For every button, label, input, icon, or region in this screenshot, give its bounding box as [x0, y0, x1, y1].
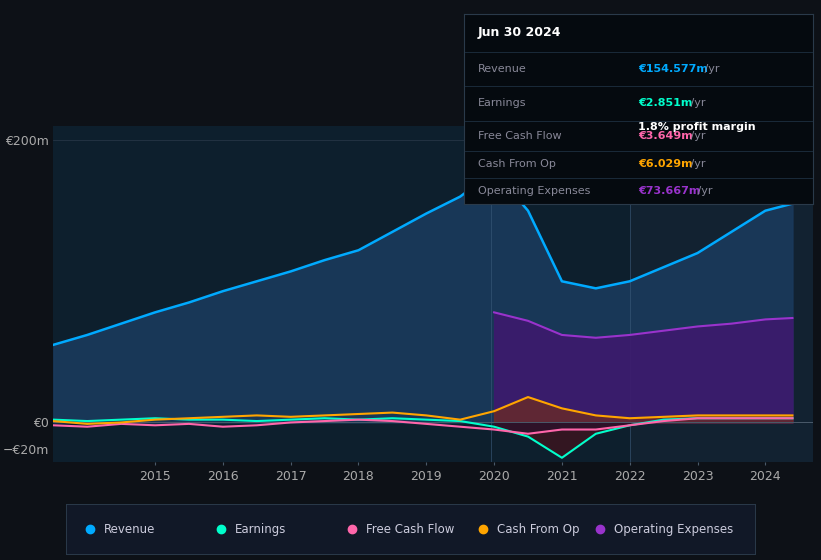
Text: /yr: /yr	[687, 97, 706, 108]
Text: €154.577m: €154.577m	[639, 64, 709, 74]
Text: €2.851m: €2.851m	[639, 97, 693, 108]
Text: €6.029m: €6.029m	[639, 160, 693, 170]
Text: −€20m: −€20m	[3, 444, 49, 457]
Text: Earnings: Earnings	[478, 97, 526, 108]
Text: Free Cash Flow: Free Cash Flow	[365, 522, 454, 536]
Text: Free Cash Flow: Free Cash Flow	[478, 131, 562, 141]
Bar	[630, 126, 813, 462]
Text: /yr: /yr	[701, 64, 720, 74]
Text: Earnings: Earnings	[235, 522, 286, 536]
Text: Operating Expenses: Operating Expenses	[614, 522, 733, 536]
Text: €73.667m: €73.667m	[639, 186, 700, 196]
Text: /yr: /yr	[687, 131, 706, 141]
Text: Cash From Op: Cash From Op	[497, 522, 579, 536]
Text: Operating Expenses: Operating Expenses	[478, 186, 590, 196]
Text: 1.8% profit margin: 1.8% profit margin	[639, 122, 756, 132]
Text: Revenue: Revenue	[103, 522, 155, 536]
Text: /yr: /yr	[687, 160, 706, 170]
Text: Revenue: Revenue	[478, 64, 526, 74]
Text: /yr: /yr	[695, 186, 713, 196]
Text: Jun 30 2024: Jun 30 2024	[478, 26, 562, 39]
Text: €3.649m: €3.649m	[639, 131, 693, 141]
Text: Cash From Op: Cash From Op	[478, 160, 556, 170]
